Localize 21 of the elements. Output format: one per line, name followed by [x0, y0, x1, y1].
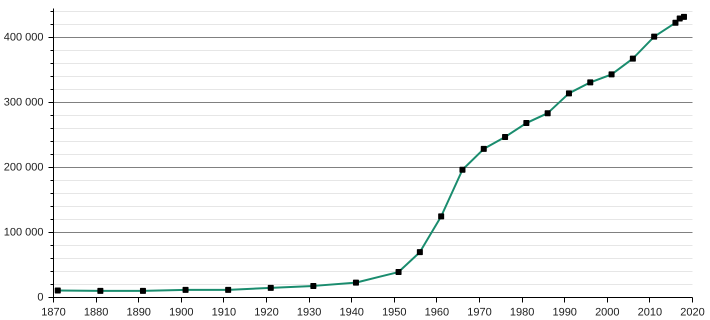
x-tick-label: 2010 [638, 306, 662, 318]
y-tick-label: 0 [37, 292, 44, 304]
y-tick-label: 300 000 [4, 96, 44, 109]
x-tick-label: 1990 [552, 306, 577, 318]
x-tick-label: 1880 [84, 306, 108, 318]
y-tick-label: 400 000 [4, 32, 44, 44]
x-tick-label: 2000 [595, 306, 620, 318]
y-tick-label: 200 000 [4, 162, 44, 174]
x-tick-label: 1940 [339, 306, 364, 318]
x-tick-label: 1870 [41, 306, 66, 318]
x-tick-label: 1950 [382, 306, 407, 318]
x-tick-label: 1920 [254, 306, 279, 318]
x-tick-label: 2020 [680, 306, 705, 318]
x-tick-label: 1930 [296, 306, 322, 318]
y-tick-label: 100 000 [4, 226, 44, 239]
x-tick-label: 1970 [467, 306, 492, 318]
x-tick-label: 1890 [126, 306, 151, 318]
x-tick-label: 1910 [212, 306, 236, 318]
x-tick-label: 1980 [510, 306, 534, 318]
x-tick-label: 1960 [424, 306, 450, 318]
x-tick-label: 1900 [169, 306, 194, 318]
